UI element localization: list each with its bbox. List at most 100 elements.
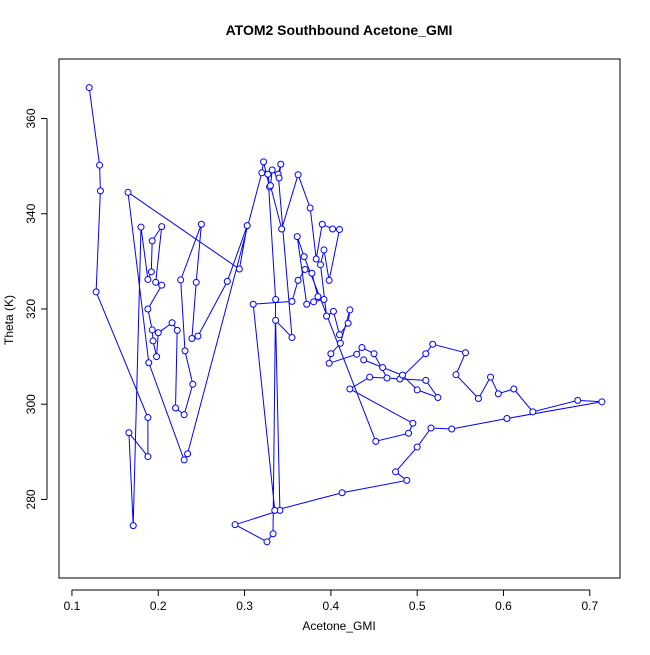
data-point [327, 350, 335, 358]
data-point [312, 255, 320, 263]
data-point [293, 233, 301, 241]
data-point [172, 404, 180, 412]
data-point [269, 530, 277, 538]
data-point [154, 329, 162, 337]
data-point [184, 450, 192, 458]
data-point [152, 278, 160, 286]
data-point [353, 350, 361, 358]
data-point [168, 319, 176, 327]
data-point [383, 374, 391, 382]
data-point [429, 340, 437, 348]
x-tick-label: 0.2 [150, 599, 167, 613]
y-axis-label: Theta (K) [2, 295, 16, 345]
y-tick-label: 280 [24, 489, 38, 509]
data-point [231, 521, 239, 529]
data-point [452, 371, 460, 379]
data-point [173, 326, 181, 334]
data-point [329, 307, 337, 315]
data-point [125, 429, 133, 437]
data-point [192, 278, 200, 286]
data-point [310, 298, 318, 306]
data-point [223, 277, 231, 285]
data-point [144, 275, 152, 283]
data-point [144, 453, 152, 461]
data-point [474, 394, 482, 402]
data-point [370, 350, 378, 358]
data-point [158, 223, 166, 231]
y-tick-label: 320 [24, 299, 38, 319]
data-point [413, 386, 421, 394]
data-point [413, 443, 421, 451]
data-point [243, 222, 251, 230]
data-point [336, 339, 344, 347]
data-point [288, 334, 296, 342]
data-point [194, 332, 202, 340]
chart-title: ATOM2 Southbound Acetone_GMI [226, 22, 453, 38]
data-point [278, 225, 286, 233]
data-point [308, 269, 316, 277]
data-point [144, 414, 152, 422]
data-point [258, 169, 266, 177]
data-point [336, 331, 343, 339]
data-point [145, 359, 153, 367]
data-point [336, 225, 343, 233]
data-point [124, 188, 132, 196]
data-point [268, 166, 276, 174]
data-point [272, 295, 280, 303]
x-axis-label: Acetone_GMI [302, 619, 375, 633]
data-point [422, 350, 430, 358]
data-point [249, 300, 257, 308]
data-point [314, 293, 322, 301]
data-point [344, 319, 352, 327]
data-point [129, 522, 137, 530]
x-tick-label: 0.1 [64, 599, 81, 613]
y-tick-label: 360 [24, 108, 38, 128]
x-tick-label: 0.5 [409, 599, 426, 613]
data-point [158, 281, 166, 289]
data-point [422, 376, 430, 384]
data-point [197, 220, 205, 228]
x-tick-label: 0.3 [236, 599, 253, 613]
plot-layer: 0.1 0.2 0.3 0.4 0.5 0.6 0.7 280 300 320 340 360 [24, 58, 621, 613]
data-point [148, 326, 156, 334]
data-point [275, 174, 283, 182]
data-point [153, 353, 161, 361]
data-point [288, 297, 296, 305]
data-point [338, 489, 346, 497]
data-point [366, 373, 374, 381]
data-point [503, 414, 511, 422]
data-point [260, 158, 268, 166]
data-point [325, 359, 333, 367]
data-point [372, 437, 380, 445]
data-point [403, 476, 411, 484]
data-point [427, 424, 435, 432]
data-point [598, 398, 606, 406]
data-point [318, 220, 326, 228]
data-point [148, 237, 156, 245]
data-point [235, 265, 243, 273]
data-point [188, 334, 196, 342]
data-point [137, 223, 145, 231]
data-point [263, 538, 271, 546]
data-point [529, 408, 537, 416]
plot-frame [58, 58, 621, 579]
data-point [272, 316, 280, 324]
data-point [320, 246, 328, 254]
data-point [180, 411, 188, 419]
y-tick-label: 340 [24, 203, 38, 223]
data-point [392, 468, 400, 476]
data-point [358, 344, 366, 352]
data-point [300, 253, 308, 261]
data-point [149, 337, 157, 345]
data-point [264, 170, 272, 178]
data-point [409, 419, 417, 427]
data-point [462, 349, 470, 357]
data-point [177, 276, 185, 284]
data-point [301, 265, 309, 273]
data-point [271, 506, 279, 514]
x-tick-label: 0.6 [495, 599, 512, 613]
series-line [88, 87, 602, 543]
data-point [346, 306, 354, 314]
data-point [329, 225, 337, 233]
x-tick-label: 0.4 [323, 599, 340, 613]
